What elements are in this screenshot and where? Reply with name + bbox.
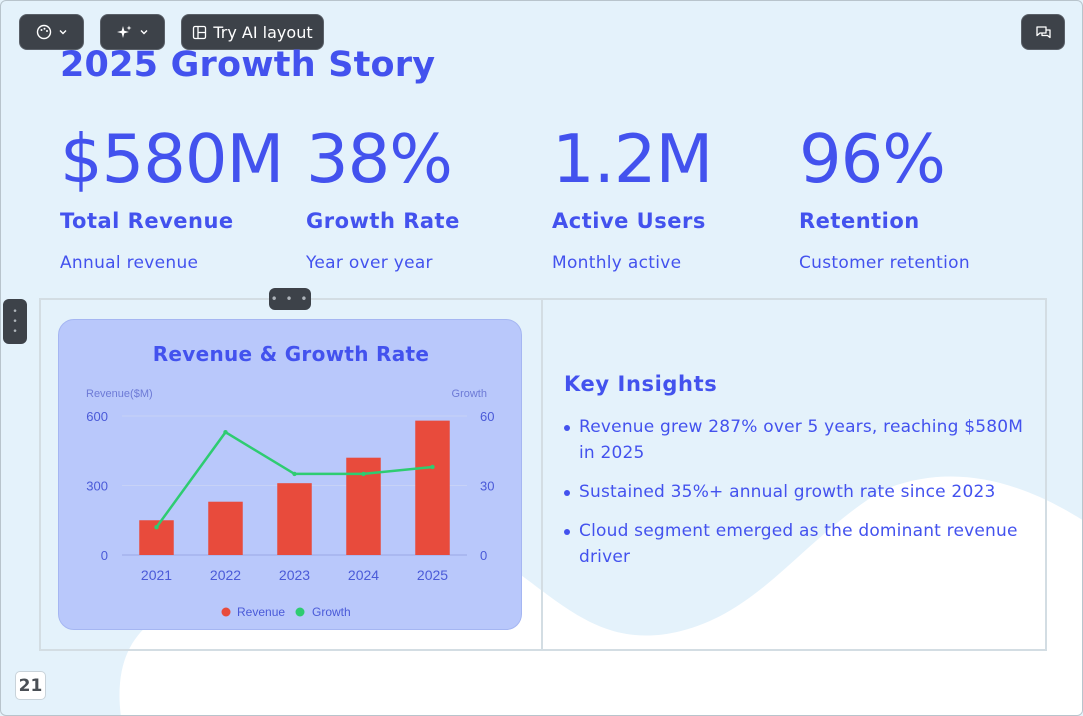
layout-icon bbox=[193, 25, 207, 39]
stat-value: 96% bbox=[799, 120, 946, 198]
chevron-down-icon bbox=[140, 30, 148, 35]
insight-item: Cloud segment emerged as the dominant re… bbox=[564, 518, 1034, 570]
y-axis-title: Revenue($M) bbox=[86, 388, 153, 400]
stat-card-users[interactable]: 1.2M Active Users Monthly active bbox=[552, 119, 792, 273]
stat-subtitle: Customer retention bbox=[799, 253, 970, 273]
grid-divider bbox=[541, 298, 543, 651]
y-tick-label: 600 bbox=[86, 409, 108, 424]
stat-subtitle: Monthly active bbox=[552, 253, 682, 273]
stat-card-retention[interactable]: 96% Retention Customer retention bbox=[799, 119, 1039, 273]
try-ai-layout-label: Try AI layout bbox=[213, 22, 313, 42]
handle-dot: • bbox=[12, 316, 18, 327]
insight-item: Sustained 35%+ annual growth rate since … bbox=[564, 479, 1034, 505]
stat-label: Total Revenue bbox=[60, 209, 234, 233]
legend-label-revenue: Revenue bbox=[237, 605, 285, 619]
comments-button[interactable] bbox=[1021, 14, 1065, 50]
stat-label: Retention bbox=[799, 209, 920, 233]
x-tick-label: 2023 bbox=[279, 567, 310, 583]
handle-dot: • bbox=[12, 306, 18, 317]
try-ai-layout-button[interactable]: Try AI layout bbox=[181, 14, 324, 50]
point-growth bbox=[154, 525, 159, 530]
y-tick-label: 0 bbox=[101, 548, 108, 563]
insight-item: Revenue grew 287% over 5 years, reaching… bbox=[564, 414, 1034, 466]
x-tick-label: 2022 bbox=[210, 567, 241, 583]
stat-subtitle: Annual revenue bbox=[60, 253, 199, 273]
y2-axis-title: Growth bbox=[452, 388, 487, 400]
insights-panel[interactable]: Key Insights Revenue grew 287% over 5 ye… bbox=[564, 372, 1034, 583]
point-growth bbox=[430, 464, 435, 470]
point-growth bbox=[223, 430, 228, 435]
chart-title: Revenue & Growth Rate bbox=[152, 342, 430, 366]
y2-tick-label: 30 bbox=[480, 479, 494, 494]
stat-label: Active Users bbox=[552, 209, 706, 233]
chart-card[interactable]: Revenue & Growth Rate 0 300 600 0 30 60 Revenu… bbox=[58, 319, 522, 630]
x-tick-label: 2021 bbox=[141, 567, 172, 583]
legend-marker-revenue bbox=[221, 607, 231, 617]
stat-value: 38% bbox=[306, 120, 453, 198]
content-grid bbox=[39, 298, 1047, 651]
y2-tick-label: 60 bbox=[480, 409, 494, 424]
slide-title[interactable]: 2025 Growth Story bbox=[60, 45, 436, 85]
bar-revenue bbox=[208, 501, 243, 555]
stat-subtitle: Year over year bbox=[306, 253, 433, 273]
drag-handle-horizontal[interactable]: • • • bbox=[269, 288, 311, 310]
y-tick-label: 300 bbox=[86, 479, 108, 494]
stat-card-revenue[interactable]: $580M Total Revenue Annual revenue bbox=[60, 119, 300, 273]
legend-marker-growth bbox=[295, 607, 305, 617]
sparkle-icon bbox=[117, 25, 132, 38]
legend-label-growth: Growth bbox=[312, 605, 351, 619]
stat-value: $580M bbox=[60, 120, 284, 198]
stat-value: 1.2M bbox=[552, 120, 713, 198]
theme-menu-button[interactable] bbox=[19, 14, 84, 50]
insights-title: Key Insights bbox=[564, 372, 718, 396]
comment-icon bbox=[1035, 25, 1051, 38]
stat-label: Growth Rate bbox=[306, 209, 460, 233]
y2-tick-label: 0 bbox=[480, 548, 487, 563]
palette-icon bbox=[36, 24, 51, 40]
handle-dot: • bbox=[12, 326, 18, 337]
drag-handle-vertical[interactable]: • • • bbox=[3, 299, 27, 344]
x-tick-label: 2024 bbox=[348, 567, 379, 583]
insights-list: Revenue grew 287% over 5 years, reaching… bbox=[564, 414, 1034, 570]
page-number[interactable]: 21 bbox=[15, 671, 46, 700]
bar-revenue bbox=[277, 483, 312, 555]
bar-revenue bbox=[415, 420, 450, 555]
stat-card-growth[interactable]: 38% Growth Rate Year over year bbox=[306, 119, 546, 273]
point-growth bbox=[292, 471, 297, 477]
revenue-growth-chart: 0 300 600 0 30 60 Revenue($M) Growth 2021 2022 202… bbox=[86, 388, 494, 619]
point-growth bbox=[361, 471, 366, 477]
ai-magic-menu-button[interactable] bbox=[100, 14, 165, 50]
x-tick-label: 2025 bbox=[417, 567, 448, 583]
chevron-down-icon bbox=[59, 30, 66, 35]
